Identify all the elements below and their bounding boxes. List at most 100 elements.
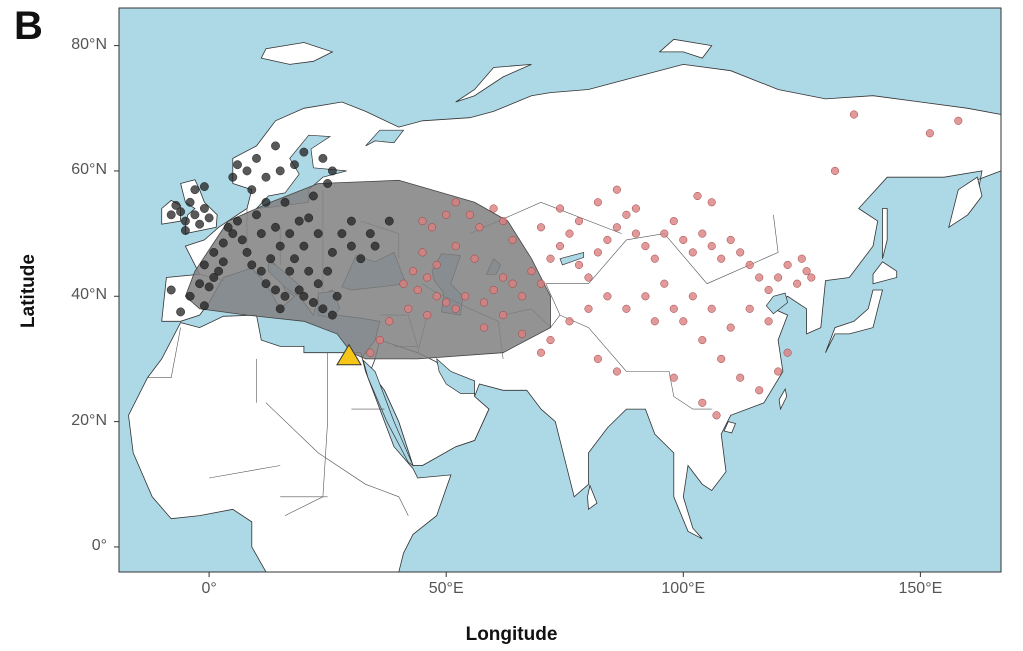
black-point-64 [308, 298, 318, 307]
red-point-22 [527, 267, 536, 276]
red-point-24 [546, 254, 555, 263]
land-hainan [723, 421, 737, 434]
black-point-8 [190, 185, 200, 195]
black-point-1 [190, 210, 200, 220]
border-line-8 [559, 314, 712, 410]
red-point-96 [612, 367, 621, 376]
red-point-26 [565, 229, 574, 238]
black-point-27 [256, 266, 266, 276]
red-point-29 [593, 248, 602, 257]
black-point-28 [261, 279, 271, 289]
black-point-72 [280, 197, 290, 207]
red-point-78 [954, 116, 963, 125]
red-point-23 [536, 279, 546, 288]
black-occurrence-points [166, 141, 394, 320]
border-line-15 [209, 465, 281, 479]
black-point-58 [271, 141, 280, 151]
black-point-14 [176, 307, 186, 317]
border-line-7 [588, 214, 779, 285]
red-point-40 [698, 229, 707, 238]
red-point-30 [603, 235, 612, 244]
red-point-82 [612, 185, 621, 194]
red-point-77 [925, 129, 934, 138]
red-point-47 [764, 285, 773, 295]
red-point-59 [565, 317, 574, 326]
black-point-66 [299, 291, 309, 301]
red-point-93 [499, 311, 508, 320]
x-tick-label: 150°E [898, 580, 943, 597]
red-point-68 [783, 348, 792, 357]
red-occurrence-points [366, 110, 963, 420]
land-kamchatka [948, 176, 983, 229]
black-point-52 [299, 147, 309, 157]
sea-redsea [362, 359, 414, 467]
red-point-5 [475, 223, 484, 232]
red-point-35 [650, 254, 659, 263]
red-point-28 [584, 273, 593, 282]
panel-label: B [14, 4, 43, 48]
black-point-20 [218, 238, 228, 248]
black-point-16 [199, 301, 209, 311]
black-point-60 [242, 166, 252, 176]
black-point-26 [247, 260, 257, 270]
red-point-87 [423, 311, 432, 320]
origin-triangle-marker [336, 343, 362, 366]
y-tick-label: 80°N [71, 35, 107, 53]
black-point-34 [285, 229, 295, 239]
red-point-72 [707, 304, 716, 313]
land-sakhalin [882, 208, 888, 259]
red-point-81 [593, 198, 602, 207]
black-point-47 [261, 197, 271, 207]
red-point-74 [669, 304, 678, 313]
black-point-73 [256, 229, 266, 239]
red-point-46 [755, 273, 764, 282]
red-point-101 [707, 198, 716, 207]
land-severnaya [658, 38, 713, 59]
red-point-8 [418, 248, 427, 257]
red-point-49 [783, 260, 792, 269]
y-tick-marks [114, 45, 119, 548]
sea-balkhash [559, 251, 585, 266]
red-point-83 [508, 235, 517, 244]
black-point-79 [209, 273, 219, 282]
black-point-22 [233, 216, 242, 226]
red-point-85 [451, 242, 460, 251]
black-point-40 [304, 266, 314, 276]
red-point-104 [536, 223, 546, 232]
red-point-95 [593, 354, 602, 363]
red-point-56 [622, 304, 631, 313]
red-point-45 [745, 260, 754, 269]
black-point-75 [285, 266, 295, 276]
red-point-33 [631, 229, 640, 238]
black-point-19 [209, 247, 219, 257]
black-point-63 [318, 304, 328, 314]
red-point-27 [574, 260, 584, 269]
red-point-3 [451, 198, 460, 207]
black-point-42 [323, 266, 332, 276]
x-tick-marks [208, 572, 921, 577]
red-point-13 [432, 292, 441, 301]
red-point-39 [688, 248, 697, 257]
red-point-32 [622, 210, 631, 219]
red-point-79 [849, 110, 859, 119]
red-point-48 [774, 273, 783, 282]
black-point-70 [365, 229, 375, 239]
red-point-102 [631, 204, 640, 213]
black-point-59 [233, 160, 242, 170]
land-africa [128, 314, 452, 573]
red-point-55 [641, 292, 650, 301]
black-point-2 [195, 219, 205, 229]
x-tick-label: 0° [201, 580, 217, 597]
border-line-10 [284, 352, 328, 516]
black-point-57 [252, 153, 261, 163]
red-point-53 [807, 273, 816, 282]
sea-bohai [765, 292, 788, 315]
red-point-64 [717, 354, 726, 363]
black-point-71 [384, 216, 394, 226]
x-axis-title: Longitude [465, 624, 558, 645]
red-point-86 [432, 260, 441, 269]
black-point-11 [171, 200, 181, 210]
black-point-39 [290, 254, 299, 264]
red-point-65 [736, 373, 745, 382]
red-point-19 [499, 273, 508, 282]
